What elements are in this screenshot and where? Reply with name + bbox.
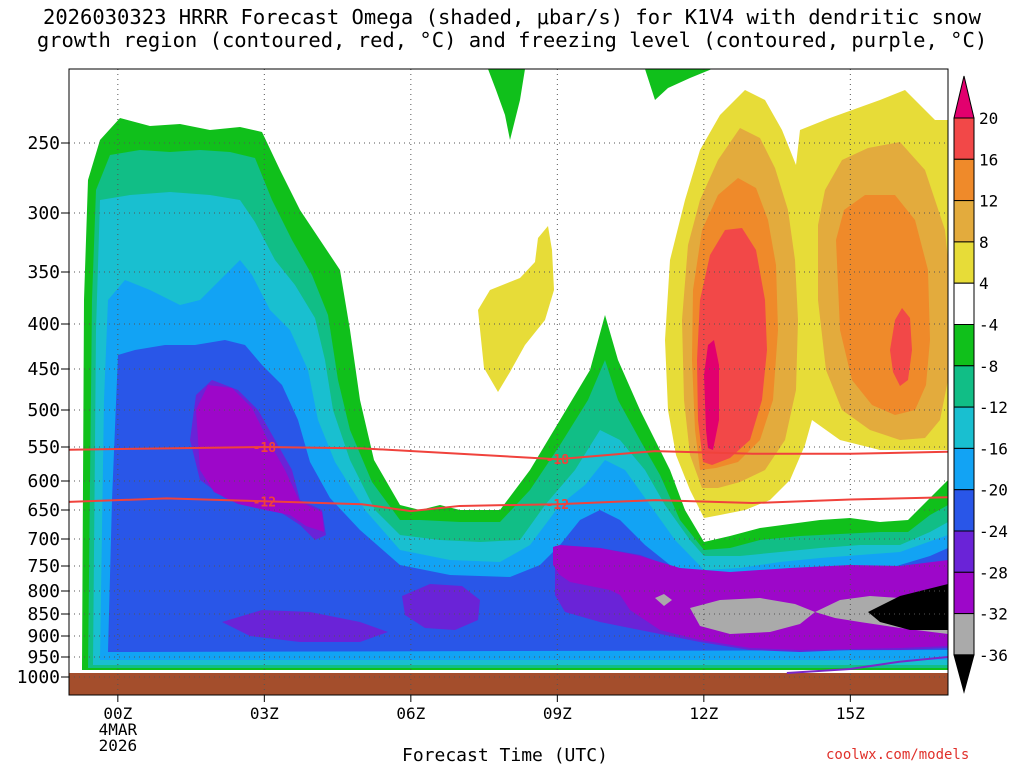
dendritic-label--18-1: -18 <box>546 453 570 468</box>
colorbar-swatch-9 <box>953 447 975 491</box>
colorbar-swatch-3 <box>953 200 975 243</box>
omega-band-minus28-violet <box>553 545 948 650</box>
colorbar-swatch-13 <box>953 613 975 656</box>
y-tick-label-850: 850 <box>27 604 60 625</box>
terrain-surface <box>69 673 948 695</box>
colorbar-label--8: -8 <box>979 357 998 376</box>
omega-shading <box>82 69 948 670</box>
colorbar-label-12: 12 <box>979 192 998 211</box>
x-tick-label-15Z: 15Z <box>836 704 865 723</box>
x-date-label-0: 4MAR <box>99 720 138 739</box>
colorbar-label--24: -24 <box>979 522 1008 541</box>
omega-band-minus32-gray <box>655 586 948 634</box>
colorbar-label--12: -12 <box>979 398 1008 417</box>
colorbar-label--4: -4 <box>979 316 998 335</box>
y-tick-label-450: 450 <box>27 359 60 380</box>
colorbar-swatch-1 <box>953 117 975 160</box>
y-tick-label-750: 750 <box>27 556 60 577</box>
omega-band-minus20-blue <box>108 340 948 652</box>
y-tick-label-700: 700 <box>27 529 60 550</box>
y-tick-label-1000: 1000 <box>17 667 60 688</box>
colorbar-arrow-top <box>953 75 975 119</box>
colorbar-label-20: 20 <box>979 109 998 128</box>
colorbar-swatch-12 <box>953 571 975 615</box>
colorbar-label--36: -36 <box>979 646 1008 665</box>
y-tick-label-950: 950 <box>27 647 60 668</box>
colorbar-swatch-10 <box>953 489 975 532</box>
y-axis: 2503003504004505005506006507007508008509… <box>17 133 69 688</box>
credit-link[interactable]: coolwx.com/models <box>826 747 970 763</box>
y-tick-label-800: 800 <box>27 581 60 602</box>
y-tick-label-600: 600 <box>27 471 60 492</box>
chart-title: 2026030323 HRRR Forecast Omega (shaded, … <box>0 6 1024 52</box>
colorbar-swatch-4 <box>953 241 975 284</box>
dendritic-label--18-0: -18 <box>253 441 277 456</box>
omega-colorbar: 20 16 12 8 4 -4 -8 -12 -16 -20 -24 -28 -32 -36 <box>953 75 1008 694</box>
x-tick-label-09Z: 09Z <box>543 704 572 723</box>
omega-band-plus16-red <box>697 228 912 465</box>
y-tick-label-250: 250 <box>27 133 60 154</box>
plot-frame <box>68 68 949 696</box>
omega-band-minus4-green-top <box>488 69 712 140</box>
colorbar-arrow-bottom <box>953 654 975 694</box>
omega-band-minus36-black <box>868 584 948 630</box>
x-axis-title: Forecast Time (UTC) <box>402 745 608 766</box>
y-tick-label-650: 650 <box>27 500 60 521</box>
x-date-label-1: 2026 <box>99 736 138 755</box>
y-tick-label-900: 900 <box>27 626 60 647</box>
colorbar-swatch-7 <box>953 365 975 408</box>
x-tick-label-03Z: 03Z <box>250 704 279 723</box>
y-tick-label-350: 350 <box>27 262 60 283</box>
colorbar-label-4: 4 <box>979 274 989 293</box>
colorbar-label--20: -20 <box>979 481 1008 500</box>
x-tick-label-00Z: 00Z <box>103 704 132 723</box>
y-tick-label-550: 550 <box>27 437 60 458</box>
title-line-2: growth region (contoured, red, °C) and f… <box>36 28 988 52</box>
y-tick-label-300: 300 <box>27 203 60 224</box>
x-tick-label-12Z: 12Z <box>689 704 718 723</box>
freezing-level-contour <box>786 656 949 674</box>
dendritic-label--12-0: -12 <box>253 495 276 510</box>
omega-band-plus4-yellow-west <box>478 226 554 392</box>
colorbar-swatch-11 <box>953 530 975 573</box>
colorbar-label-8: 8 <box>979 233 989 252</box>
y-tick-label-500: 500 <box>27 400 60 421</box>
colorbar-label--32: -32 <box>979 605 1008 624</box>
omega-band-minus28-violet-west <box>196 385 324 532</box>
x-tick-label-06Z: 06Z <box>396 704 425 723</box>
colorbar-label-16: 16 <box>979 150 998 169</box>
dendritic-contour--18 <box>68 445 949 461</box>
colorbar-label--16: -16 <box>979 439 1008 458</box>
colorbar-swatch-5 <box>953 282 975 326</box>
omega-band-plus20-magenta <box>704 340 719 450</box>
dendritic-label--12-1: -12 <box>546 498 569 513</box>
title-line-1: 2026030323 HRRR Forecast Omega (shaded, … <box>43 5 981 29</box>
y-tick-label-400: 400 <box>27 314 60 335</box>
dendritic-contours: -18 -18 -12 -12 <box>68 441 949 674</box>
dendritic-contour--12 <box>68 496 949 513</box>
colorbar-label--28: -28 <box>979 563 1008 582</box>
colorbar-swatch-8 <box>953 406 975 449</box>
colorbar-swatch-6 <box>953 324 975 367</box>
colorbar-swatch-2 <box>953 158 975 202</box>
